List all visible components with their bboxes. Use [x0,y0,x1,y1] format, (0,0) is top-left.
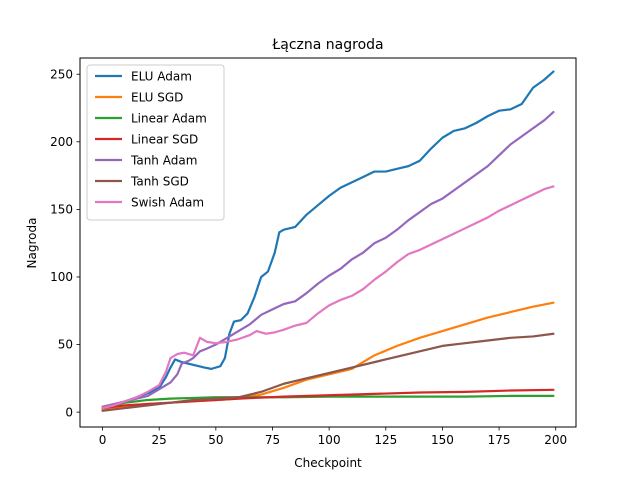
x-tick-label: 50 [208,433,223,447]
legend-label: ELU Adam [131,69,192,83]
series-line-elu-adam [101,70,555,410]
series-line-tanh-sgd [101,332,555,412]
series-line-tanh-adam [101,110,555,408]
legend-label: Linear Adam [131,111,207,125]
x-tick-label: 200 [544,433,567,447]
series-line-linear-sgd [101,388,555,410]
x-tick-label: 75 [265,433,280,447]
legend-label: Tanh Adam [130,153,197,167]
x-tick-label: 0 [99,433,107,447]
x-tick-label: 175 [488,433,511,447]
x-axis-label: Checkpoint [294,456,362,470]
legend: ELU Adam ELU SGD Linear Adam Linear SGD Tanh… [86,64,225,221]
x-tick-label: 25 [152,433,167,447]
y-tick-label: 50 [58,338,73,352]
x-tick-label: 125 [374,433,397,447]
y-tick-label: 100 [50,270,73,284]
series-line-swish-adam [101,185,555,410]
y-tick-label: 200 [50,135,73,149]
legend-label: Linear SGD [131,132,198,146]
x-tick-label: 100 [318,433,341,447]
x-tick-label: 150 [431,433,454,447]
y-axis-label: Nagroda [25,218,39,269]
chart-title: Łączna nagroda [271,37,383,53]
axes-frame [79,57,577,428]
legend-label: ELU SGD [131,90,183,104]
legend-label: Swish Adam [131,195,204,209]
y-tick-label: 150 [50,203,73,217]
plot-area [101,70,555,412]
y-tick-label: 250 [50,67,73,81]
y-tick-label: 0 [65,405,73,419]
axes: 0 25 50 75 100 125 150 175 200 0 50 100 150 200 250 [50,67,567,447]
legend-label: Tanh SGD [130,174,189,188]
